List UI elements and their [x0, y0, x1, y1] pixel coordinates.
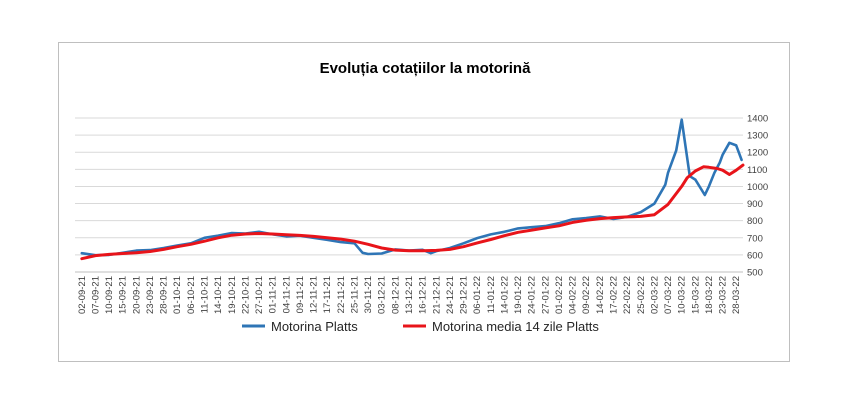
- x-tick-label: 25-02-22: [636, 276, 647, 314]
- x-tick-label: 11-10-21: [200, 276, 211, 313]
- x-tick-label: 09-02-22: [581, 276, 592, 314]
- x-tick-label: 13-12-21: [404, 276, 415, 314]
- x-axis-tick-labels: 02-09-21 07-09-21 10-09-21 15-09-21 20-09-21…: [77, 276, 742, 314]
- x-tick-label: 17-11-21: [322, 276, 333, 313]
- y-tick-label: 500: [747, 268, 763, 279]
- x-tick-label: 06-01-22: [472, 276, 483, 314]
- x-tick-label: 02-03-22: [649, 276, 660, 314]
- x-tick-label: 14-01-22: [499, 276, 510, 314]
- x-tick-label: 24-01-22: [527, 276, 538, 314]
- x-tick-label: 03-12-21: [377, 276, 388, 314]
- x-tick-label: 18-03-22: [704, 276, 715, 314]
- x-tick-label: 16-12-21: [418, 276, 429, 314]
- x-tick-label: 23-03-22: [718, 276, 729, 314]
- chart-title: Evoluția cotațiilor la motorină: [320, 60, 532, 77]
- legend: Motorina Platts Motorina media 14 zile P…: [242, 319, 599, 334]
- x-tick-label: 10-03-22: [677, 276, 688, 314]
- legend-label-media-14-zile: Motorina media 14 zile Platts: [432, 319, 599, 334]
- series-lines: [80, 118, 745, 261]
- x-tick-label: 23-09-21: [145, 276, 156, 314]
- x-tick-label: 01-11-21: [268, 276, 279, 313]
- x-tick-label: 22-11-21: [336, 276, 347, 313]
- x-tick-label: 28-03-22: [731, 276, 742, 314]
- gridlines: [75, 117, 743, 273]
- y-tick-label: 900: [747, 199, 763, 210]
- y-tick-label: 800: [747, 216, 763, 227]
- x-tick-label: 17-02-22: [608, 276, 619, 314]
- y-tick-label: 1100: [747, 165, 767, 176]
- x-tick-label: 22-10-21: [240, 276, 251, 314]
- legend-label-platts: Motorina Platts: [271, 319, 358, 334]
- x-tick-label: 09-11-21: [295, 276, 306, 313]
- x-tick-label: 19-01-22: [513, 276, 524, 314]
- series-line-platts: [80, 118, 743, 257]
- y-axis-tick-labels: 500 600 700 800 900 1000 1100 1200 1300 1400: [747, 114, 768, 279]
- x-tick-label: 08-12-21: [390, 276, 401, 314]
- x-tick-label: 11-01-22: [486, 276, 497, 313]
- x-tick-label: 15-09-21: [118, 276, 129, 314]
- x-tick-label: 10-09-21: [104, 276, 115, 314]
- x-tick-label: 15-03-22: [690, 276, 701, 314]
- x-tick-label: 04-11-21: [281, 276, 292, 313]
- x-tick-label: 30-11-21: [363, 276, 374, 313]
- y-tick-label: 1000: [747, 182, 768, 193]
- y-tick-label: 1400: [747, 114, 768, 125]
- y-tick-label: 1200: [747, 148, 768, 159]
- x-tick-label: 04-02-22: [568, 276, 579, 314]
- x-tick-label: 07-09-21: [90, 276, 101, 314]
- x-tick-label: 21-12-21: [431, 276, 442, 314]
- x-tick-label: 14-02-22: [595, 276, 606, 314]
- x-tick-label: 02-09-21: [77, 276, 88, 314]
- chart-area: Evoluția cotațiilor la motorină 500 600 70…: [58, 42, 790, 362]
- x-tick-label: 07-03-22: [663, 276, 674, 314]
- chart-svg: Evoluția cotațiilor la motorină 500 600 70…: [75, 60, 768, 334]
- x-tick-label: 01-10-21: [172, 276, 183, 314]
- y-tick-label: 1300: [747, 131, 768, 142]
- x-tick-label: 28-09-21: [159, 276, 170, 314]
- x-tick-label: 27-10-21: [254, 276, 265, 314]
- x-tick-label: 25-11-21: [349, 276, 360, 313]
- y-tick-label: 600: [747, 250, 763, 261]
- x-tick-label: 29-12-21: [459, 276, 470, 314]
- x-tick-label: 22-02-22: [622, 276, 633, 314]
- x-tick-label: 19-10-21: [227, 276, 238, 314]
- x-tick-label: 27-01-22: [540, 276, 551, 314]
- x-tick-label: 24-12-21: [445, 276, 456, 314]
- x-tick-label: 06-10-21: [186, 276, 197, 314]
- x-tick-label: 12-11-21: [309, 276, 320, 313]
- x-tick-label: 01-02-22: [554, 276, 565, 314]
- y-tick-label: 700: [747, 233, 763, 244]
- x-tick-label: 14-10-21: [213, 276, 224, 314]
- series-line-media-14-zile: [80, 163, 745, 261]
- x-tick-label: 20-09-21: [131, 276, 142, 314]
